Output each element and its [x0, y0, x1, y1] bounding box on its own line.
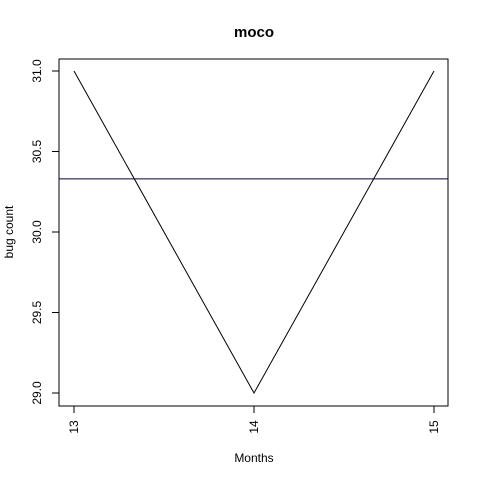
y-tick-label: 29.5: [30, 300, 44, 324]
series-line-0: [73, 70, 435, 395]
x-axis-label: Months: [234, 451, 273, 465]
y-axis-label: bug count: [2, 205, 16, 258]
y-axis: 29.0 29.5 30.0 30.5 31.0: [30, 59, 59, 405]
y-tick-label: 29.0: [30, 381, 44, 405]
y-tick-label: 31.0: [30, 59, 44, 83]
plot-frame: [58, 58, 449, 407]
chart-title: moco: [234, 24, 274, 41]
x-tick-label: 14: [247, 420, 261, 434]
x-tick-label: 15: [427, 420, 441, 434]
series-layer: [73, 70, 435, 395]
x-tick-label: 13: [67, 420, 81, 434]
y-tick-label: 30.0: [30, 220, 44, 244]
y-tick-label: 30.5: [30, 139, 44, 163]
x-axis: 13 14 15: [67, 406, 441, 434]
